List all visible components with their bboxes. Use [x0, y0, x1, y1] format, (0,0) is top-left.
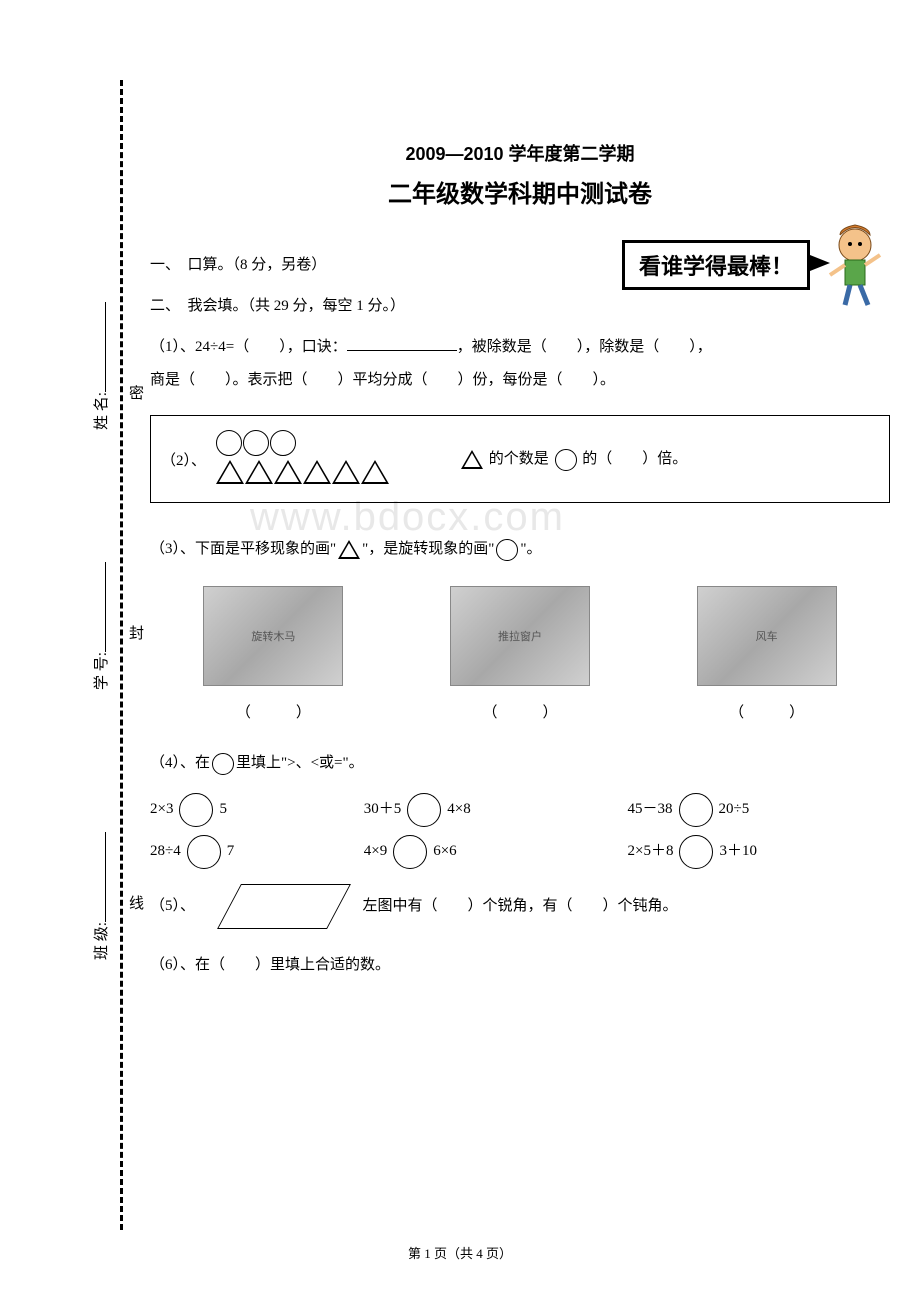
q2-circles-row	[216, 430, 389, 456]
circle-icon	[270, 430, 296, 456]
header-subtitle: 2009—2010 学年度第二学期	[150, 140, 890, 166]
q4-r2e2a: 4×9	[364, 843, 387, 859]
circle-icon	[216, 430, 242, 456]
compare-circle-icon	[679, 793, 713, 827]
q3-image-pinwheel: 风车	[697, 586, 837, 686]
id-label: 学 号:	[94, 652, 110, 690]
q2-text-wrap: 的个数是 的（ ）倍。	[459, 447, 687, 471]
q2-shapes	[216, 430, 389, 488]
q4-r2e1a: 28÷4	[150, 843, 181, 859]
circle-icon	[496, 539, 518, 561]
q3-c: "。	[520, 541, 541, 557]
q2-prefix: （2）、	[161, 449, 206, 470]
q1-part-a: （1）、24÷4=（ ），口诀：	[150, 339, 347, 355]
q2-text2: 的（ ）倍。	[582, 451, 687, 467]
name-field: 姓 名:	[90, 302, 111, 430]
question-1: （1）、24÷4=（ ），口诀： ，被除数是（ ），除数是（ ）， 商是（ ）。表…	[150, 331, 890, 397]
q3-blank-3: （ ）	[729, 701, 804, 722]
question-3-images: 旋转木马 推拉窗户 风车	[150, 586, 890, 686]
section-2: 二、 我会填。（共 29 分，每空 1 分。）	[150, 290, 890, 323]
triangle-icon	[274, 460, 302, 484]
q4-r2e1b: 7	[227, 843, 235, 859]
compare-circle-icon	[407, 793, 441, 827]
q4-r2e3a: 2×5＋8	[628, 843, 674, 859]
q5-prefix: （5）、	[150, 898, 195, 914]
q4-r1e1a: 2×3	[150, 801, 173, 817]
header-title: 二年级数学科期中测试卷	[150, 174, 890, 209]
parallelogram-icon	[217, 884, 351, 929]
page-content: 2009—2010 学年度第二学期 二年级数学科期中测试卷 看谁学得最棒！ 一、…	[150, 140, 890, 990]
q3-image-window: 推拉窗户	[450, 586, 590, 686]
q3-blank-1: （ ）	[236, 701, 311, 722]
triangle-icon	[338, 540, 360, 559]
callout-bubble: 看谁学得最棒！	[622, 240, 810, 290]
q1-blank	[347, 336, 457, 351]
triangle-icon	[332, 460, 360, 484]
q1-part-c: 商是（ ）。表示把（ ）平均分成（ ）份，每份是（ ）。	[150, 372, 615, 388]
compare-circle-icon	[679, 835, 713, 869]
page-footer: 第 1 页（共 4 页）	[0, 1243, 920, 1262]
q5-text: 左图中有（ ）个锐角，有（ ）个钝角。	[363, 898, 678, 914]
question-4-title: （4）、在 里填上">、<或="。	[150, 747, 890, 780]
q3-a: （3）、下面是平移现象的画"	[150, 541, 336, 557]
q3-b: "，是旋转现象的画"	[362, 541, 494, 557]
compare-circle-icon	[187, 835, 221, 869]
triangle-icon	[361, 460, 389, 484]
q4-r1e2b: 4×8	[447, 801, 470, 817]
compare-circle-icon	[179, 793, 213, 827]
question-6: （6）、在（ ）里填上合适的数。	[150, 949, 890, 982]
q3-image-carousel: 旋转木马	[203, 586, 343, 686]
name-label: 姓 名:	[94, 392, 110, 430]
id-field: 学 号:	[90, 562, 111, 690]
cartoon-character	[820, 220, 890, 310]
class-field: 班 级:	[90, 832, 111, 960]
triangle-icon	[461, 450, 483, 469]
circle-icon	[212, 753, 234, 775]
seal-xian: 线	[125, 895, 146, 910]
q1-part-b: ，被除数是（ ），除数是（ ），	[457, 339, 712, 355]
circle-icon	[555, 449, 577, 471]
q4-title-a: （4）、在	[150, 755, 210, 771]
q4-r2e3b: 3＋10	[719, 843, 757, 859]
q4-title-b: 里填上">、<或="。	[236, 755, 364, 771]
question-2-box: （2）、 的个数是 的（ ）倍。	[150, 415, 890, 503]
question-5: （5）、 左图中有（ ）个锐角，有（ ）个钝角。	[150, 884, 890, 929]
question-3: （3）、下面是平移现象的画" "，是旋转现象的画" "。	[150, 533, 890, 566]
q4-r1e2a: 30＋5	[364, 801, 402, 817]
q4-r2e2b: 6×6	[433, 843, 456, 859]
margin-labels: 姓 名: 密 学 号: 封 班 级: 线	[30, 80, 120, 1230]
q4-r1e1b: 5	[219, 801, 227, 817]
question-3-blanks: （ ） （ ） （ ）	[150, 701, 890, 722]
class-label: 班 级:	[94, 922, 110, 960]
q2-text1: 的个数是	[489, 451, 553, 467]
q2-triangles-row	[216, 460, 389, 484]
compare-circle-icon	[393, 835, 427, 869]
seal-mi: 密	[125, 385, 146, 400]
triangle-icon	[216, 460, 244, 484]
binding-dashed-line	[120, 80, 123, 1230]
q4-r1e3b: 20÷5	[719, 801, 750, 817]
q4-r1e3a: 45－38	[628, 801, 673, 817]
triangle-icon	[303, 460, 331, 484]
q3-blank-2: （ ）	[482, 701, 557, 722]
question-4-body: 2×3 5 30＋5 4×8 45－38 20÷5 28÷4 7 4×9 6×6 2×5＋…	[150, 788, 890, 872]
circle-icon	[243, 430, 269, 456]
seal-feng: 封	[125, 625, 146, 640]
triangle-icon	[245, 460, 273, 484]
